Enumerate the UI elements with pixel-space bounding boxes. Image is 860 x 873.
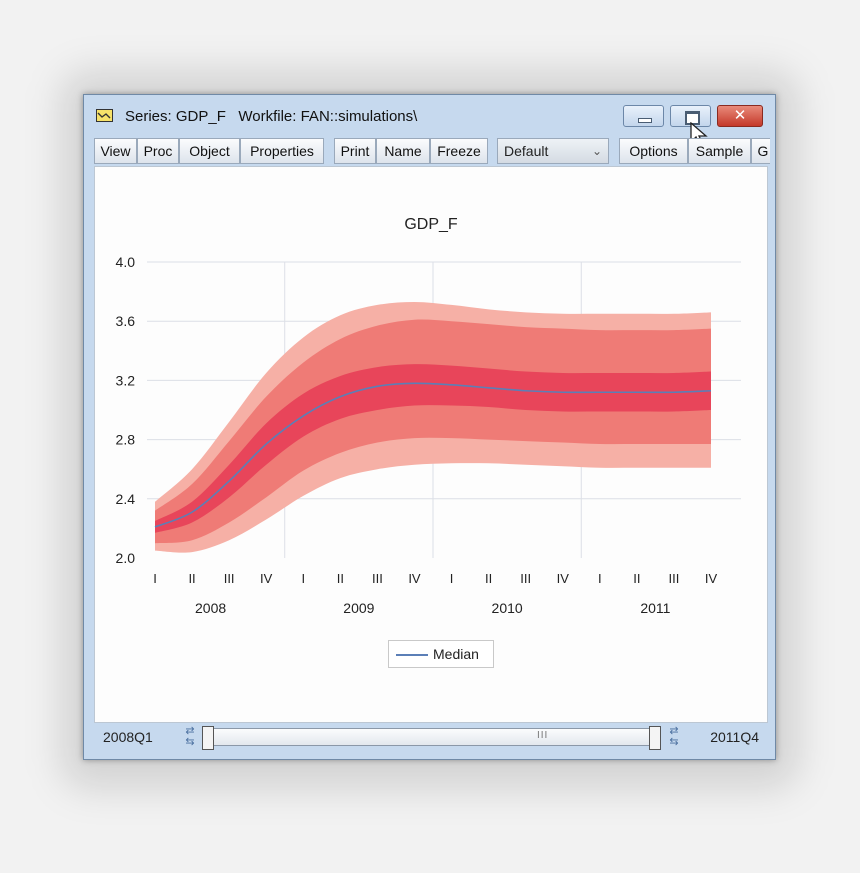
name-button[interactable]: Name bbox=[376, 138, 430, 164]
x-quarter-label: IV bbox=[557, 571, 570, 586]
fan-band-inner bbox=[155, 364, 711, 533]
range-end-handle[interactable] bbox=[649, 726, 661, 750]
minimize-icon bbox=[638, 118, 652, 123]
sample-range-bar: 2008Q1 ⇄ ⇆ III ⇄ ⇆ 2011Q4 bbox=[94, 723, 768, 753]
view-mode-dropdown[interactable]: Default ⌄ bbox=[497, 138, 609, 164]
minimize-button[interactable] bbox=[623, 105, 664, 127]
x-quarter-label: III bbox=[669, 571, 680, 586]
print-button[interactable]: Print bbox=[334, 138, 376, 164]
x-quarter-label: II bbox=[633, 571, 640, 586]
y-tick-label: 2.0 bbox=[116, 550, 136, 566]
y-tick-label: 2.4 bbox=[116, 491, 136, 507]
x-quarter-label: IV bbox=[260, 571, 273, 586]
range-start-label: 2008Q1 bbox=[103, 729, 153, 745]
genr-button[interactable]: G bbox=[751, 138, 770, 164]
y-tick-label: 2.8 bbox=[116, 432, 136, 448]
close-icon: ✕ bbox=[733, 107, 747, 124]
legend-median-label: Median bbox=[433, 646, 479, 662]
x-quarter-label: IV bbox=[705, 571, 718, 586]
freeze-button[interactable]: Freeze bbox=[430, 138, 488, 164]
range-right-arrows-icon[interactable]: ⇄ ⇆ bbox=[669, 725, 679, 748]
series-icon bbox=[96, 109, 113, 122]
dropdown-value: Default bbox=[504, 143, 549, 159]
chevron-down-icon: ⌄ bbox=[591, 144, 602, 158]
range-slider-track[interactable]: III bbox=[204, 728, 658, 746]
legend-median-swatch bbox=[396, 654, 428, 656]
x-year-label: 2008 bbox=[195, 600, 226, 616]
series-window: Series: GDP_F Workfile: FAN::simulations… bbox=[83, 94, 776, 760]
y-tick-label: 4.0 bbox=[116, 254, 136, 270]
options-button[interactable]: Options bbox=[619, 138, 688, 164]
sample-button[interactable]: Sample bbox=[688, 138, 751, 164]
title-bar[interactable]: Series: GDP_F Workfile: FAN::simulations… bbox=[84, 95, 775, 147]
slider-grip: III bbox=[537, 730, 549, 741]
view-button[interactable]: View bbox=[94, 138, 137, 164]
properties-button[interactable]: Properties bbox=[240, 138, 324, 164]
x-quarter-label: II bbox=[188, 571, 195, 586]
median-line bbox=[154, 382, 712, 528]
x-quarter-label: II bbox=[337, 571, 344, 586]
object-button[interactable]: Object bbox=[179, 138, 240, 164]
x-quarter-label: I bbox=[598, 571, 602, 586]
y-tick-label: 3.6 bbox=[116, 313, 136, 329]
x-year-label: 2011 bbox=[640, 600, 670, 616]
x-quarter-label: III bbox=[372, 571, 383, 586]
x-year-label: 2009 bbox=[343, 600, 374, 616]
close-button[interactable]: ✕ bbox=[717, 105, 763, 127]
toolbar: View Proc Object Properties Print Name F… bbox=[94, 138, 770, 166]
x-quarter-label: III bbox=[520, 571, 531, 586]
graph-area: GDP_F 2.0 2.4 2.8 3.2 3.6 4.0 I II III IV I II III IV I… bbox=[94, 166, 768, 723]
chart-title: GDP_F bbox=[404, 216, 458, 233]
window-title: Series: GDP_F Workfile: FAN::simulations… bbox=[125, 108, 418, 125]
range-end-label: 2011Q4 bbox=[710, 729, 759, 745]
x-quarter-label: III bbox=[224, 571, 235, 586]
x-quarter-label: IV bbox=[408, 571, 421, 586]
range-start-handle[interactable] bbox=[202, 726, 214, 750]
fan-chart: GDP_F2.02.42.83.23.64.0I II III IV I II III IV I… bbox=[116, 216, 741, 616]
x-quarter-label: II bbox=[485, 571, 492, 586]
range-left-arrows-icon[interactable]: ⇄ ⇆ bbox=[185, 725, 195, 748]
x-quarter-label: I bbox=[450, 571, 454, 586]
x-quarter-label: I bbox=[153, 571, 157, 586]
x-quarter-label: I bbox=[301, 571, 305, 586]
legend: Median bbox=[388, 640, 494, 668]
proc-button[interactable]: Proc bbox=[137, 138, 179, 164]
x-year-label: 2010 bbox=[492, 600, 523, 616]
y-tick-label: 3.2 bbox=[116, 372, 136, 388]
